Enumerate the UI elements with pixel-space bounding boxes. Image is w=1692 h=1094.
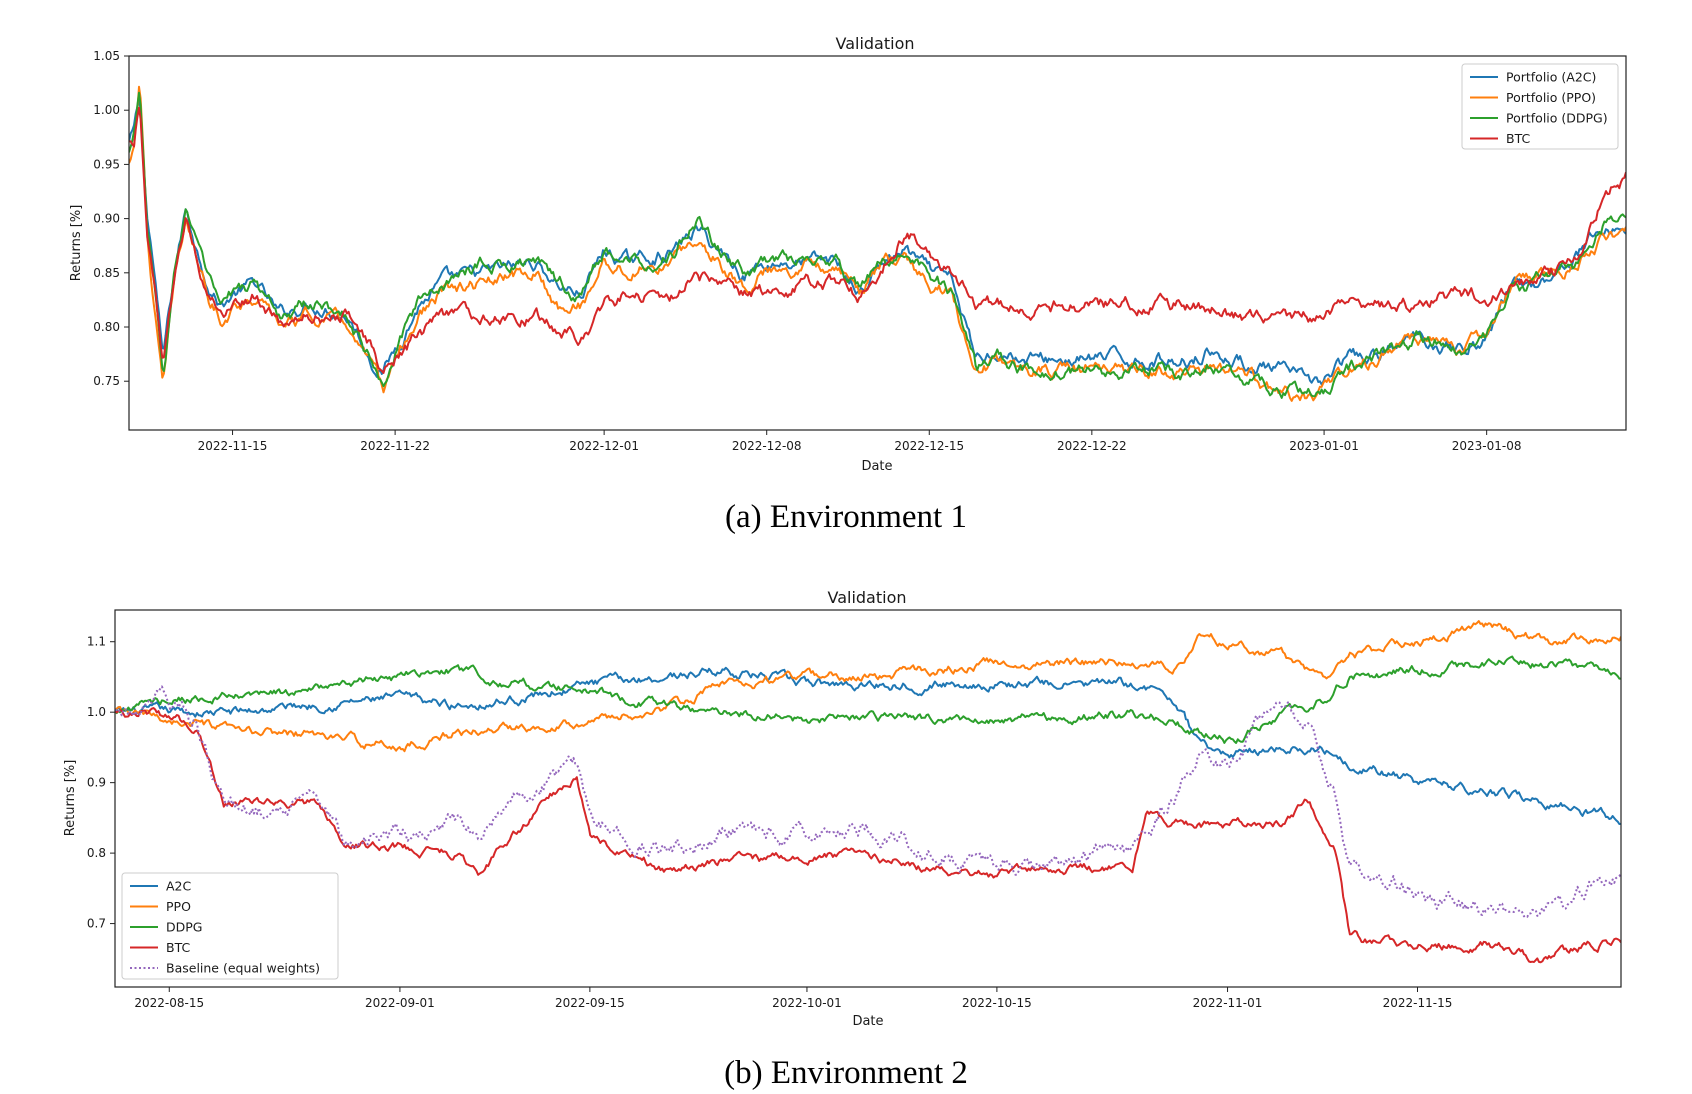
y-tick-label: 0.95 <box>93 157 120 171</box>
series-line-baseline-equal-weights <box>115 685 1621 918</box>
x-tick-label: 2022-11-15 <box>1383 996 1453 1010</box>
y-tick-label: 0.85 <box>93 266 120 280</box>
y-tick-label: 0.75 <box>93 374 120 388</box>
x-tick-label: 2023-01-01 <box>1289 439 1359 453</box>
y-tick-label: 1.1 <box>87 635 106 649</box>
legend-label: BTC <box>1506 131 1530 146</box>
x-tick-label: 2022-11-15 <box>198 439 268 453</box>
x-tick-label: 2022-09-01 <box>365 996 435 1010</box>
plot-area-frame <box>128 55 1627 431</box>
y-tick-label: 0.8 <box>87 846 106 860</box>
y-tick-label: 0.7 <box>87 917 106 931</box>
y-tick-label: 0.80 <box>93 320 120 334</box>
x-tick-label: 2022-12-22 <box>1057 439 1127 453</box>
x-tick-label: 2022-10-15 <box>962 996 1032 1010</box>
x-tick-label: 2023-01-08 <box>1452 439 1522 453</box>
legend-label: BTC <box>166 940 190 955</box>
x-axis-label: Date <box>861 459 892 474</box>
caption-environment-2: (b) Environment 2 <box>724 1055 968 1091</box>
x-tick-label: 2022-12-08 <box>732 439 802 453</box>
series-line-ppo <box>115 620 1621 753</box>
legend-label: DDPG <box>166 920 202 935</box>
series-line-portfolio-ddpg <box>129 91 1626 399</box>
legend-label: A2C <box>166 879 192 894</box>
plot-area-frame <box>114 609 1622 988</box>
y-tick-label: 0.90 <box>93 212 120 226</box>
x-tick-label: 2022-11-01 <box>1193 996 1263 1010</box>
y-axis-label: Returns [%] <box>69 205 84 282</box>
legend-label: Portfolio (A2C) <box>1506 70 1596 85</box>
y-tick-label: 1.05 <box>93 49 120 63</box>
series-line-btc <box>129 106 1626 374</box>
legend-box <box>1461 63 1619 150</box>
chart-title: Validation <box>835 34 914 53</box>
series-line-a2c <box>115 666 1621 825</box>
x-tick-label: 2022-11-22 <box>360 439 430 453</box>
chart-panel-environment-2: Validation 0.7 0.8 0.9 1.0 1.1 2022-08-15 2022… <box>63 588 1622 1029</box>
series-line-btc <box>115 707 1621 964</box>
y-axis-label: Returns [%] <box>63 760 78 837</box>
series-line-portfolio-ppo <box>129 85 1626 402</box>
legend-box <box>121 872 339 980</box>
x-tick-label: 2022-12-01 <box>569 439 639 453</box>
x-tick-label: 2022-09-15 <box>555 996 625 1010</box>
legend-label: PPO <box>166 899 191 914</box>
chart-title: Validation <box>827 588 906 607</box>
x-tick-label: 2022-08-15 <box>134 996 204 1010</box>
y-tick-label: 1.0 <box>87 705 106 719</box>
y-tick-label: 0.9 <box>87 776 106 790</box>
legend-label: Portfolio (DDPG) <box>1506 111 1608 126</box>
x-tick-label: 2022-10-01 <box>772 996 842 1010</box>
series-line-ddpg <box>115 655 1621 744</box>
y-tick-label: 1.00 <box>93 103 120 117</box>
caption-environment-1: (a) Environment 1 <box>725 499 967 535</box>
x-axis-label: Date <box>852 1014 883 1029</box>
chart-panel-environment-1: Validation 0.75 0.80 0.85 0.90 0.95 1.00 1.05 2… <box>69 34 1627 474</box>
legend-label: Portfolio (PPO) <box>1506 90 1596 105</box>
x-tick-label: 2022-12-15 <box>894 439 964 453</box>
legend-label: Baseline (equal weights) <box>166 961 320 976</box>
